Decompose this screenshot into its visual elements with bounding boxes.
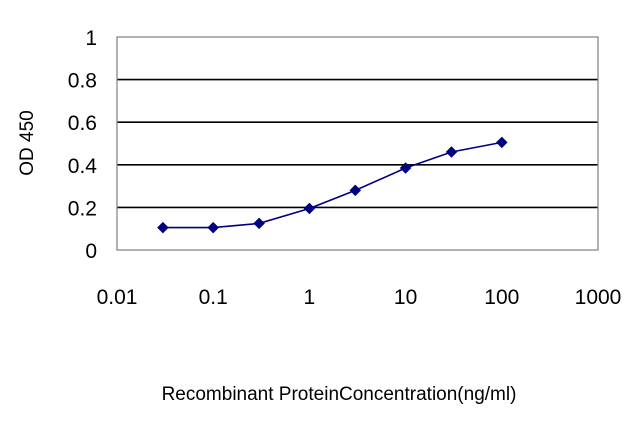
y-tick-label: 0.6	[68, 112, 97, 135]
x-axis-ticks: 0.01 0.1 1 10 100 1000	[97, 286, 622, 309]
data-point	[303, 202, 316, 215]
plot-area	[116, 36, 599, 251]
data-point	[445, 146, 458, 158]
series-layer	[157, 136, 508, 234]
data-point	[495, 136, 508, 149]
y-tick-label: 0.8	[68, 70, 97, 93]
data-point	[207, 221, 220, 234]
series-line	[162, 141, 502, 229]
y-tick-label: 0.2	[68, 197, 97, 220]
data-point	[349, 184, 362, 197]
data-point	[253, 217, 265, 230]
x-tick-label: 1	[304, 286, 316, 309]
plot-frame	[116, 36, 599, 251]
data-point	[157, 221, 169, 234]
x-tick-label: 1000	[575, 286, 622, 309]
x-tick-label: 100	[484, 286, 519, 309]
y-axis-title: OD 450	[17, 110, 38, 175]
data-point	[399, 162, 412, 174]
x-tick-label: 0.01	[97, 286, 138, 309]
y-tick-label: 0	[85, 240, 97, 263]
x-tick-label: 10	[394, 286, 417, 309]
y-tick-label: 0.4	[68, 155, 98, 178]
y-tick-label: 1	[85, 27, 97, 50]
y-axis-ticks: 0 0.2 0.4 0.6 0.8 1	[68, 27, 98, 263]
x-axis-title: Recombinant ProteinConcentration(ng/ml)	[162, 384, 517, 405]
x-tick-label: 0.1	[199, 286, 228, 309]
